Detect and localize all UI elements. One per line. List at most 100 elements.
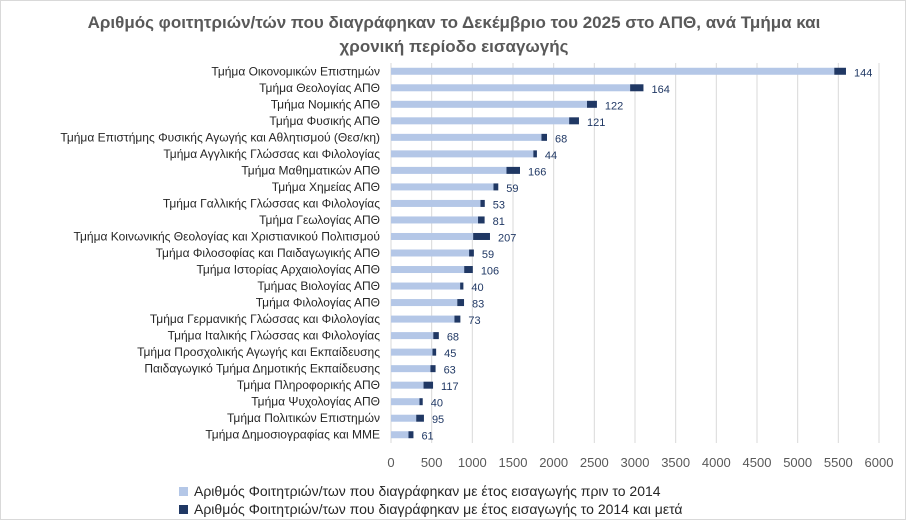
bar-before-2014 [391, 216, 479, 224]
bar-2014-after [433, 332, 439, 340]
category-label: Τμήμα Φιλοσοφίας και Παιδαγωγικής ΑΠΘ [156, 246, 380, 260]
bar-2014-after [454, 315, 461, 323]
bar-before-2014 [391, 414, 417, 422]
category-label: Τμήμα Θεολογίας ΑΠΘ [259, 81, 380, 95]
bar-before-2014 [391, 117, 570, 125]
category-label: Τμήμα Ιστορίας Αρχαιολογίας ΑΠΘ [196, 263, 380, 277]
bar-before-2014 [391, 249, 470, 257]
x-tick-label: 3000 [621, 455, 650, 470]
bar-2014-after [587, 100, 597, 108]
data-label: 83 [472, 299, 484, 311]
data-label: 144 [854, 67, 872, 79]
bar-before-2014 [391, 282, 461, 290]
chart-title: Αριθμός φοιτητριών/τών που διαγράφηκαν τ… [1, 11, 905, 59]
data-label: 53 [493, 199, 505, 211]
data-label: 106 [481, 266, 499, 278]
data-label: 61 [421, 431, 433, 443]
data-label: 63 [444, 365, 456, 377]
bar-2014-after [469, 249, 474, 257]
bar-before-2014 [391, 398, 420, 406]
data-label: 45 [444, 348, 456, 360]
bar-2014-after [460, 282, 464, 290]
bar-before-2014 [391, 199, 481, 207]
x-tick-label: 5000 [783, 455, 812, 470]
bar-before-2014 [391, 232, 474, 240]
bar-before-2014 [391, 332, 434, 340]
legend-label: Αριθμός Φοιτητριών/των που διαγράφηκαν μ… [194, 501, 683, 517]
data-label: 44 [545, 150, 557, 162]
bar-before-2014 [391, 266, 465, 274]
category-label: Τμήμα Αγγλικής Γλώσσας και Φιλολογίας [163, 147, 380, 161]
category-label: Τμήμα Γαλλικής Γλώσσας και Φιλολογίας [163, 196, 380, 210]
legend-swatch [179, 486, 188, 496]
bar-2014-after [423, 381, 434, 389]
bar-2014-after [506, 166, 520, 174]
bar-before-2014 [391, 183, 494, 191]
bar-before-2014 [391, 67, 835, 75]
bar-2014-after [430, 365, 436, 373]
data-label: 81 [493, 216, 505, 228]
category-label: Τμήμα Οικονομικών Επιστημών [211, 64, 380, 78]
bar-2014-after [533, 150, 537, 158]
data-label: 40 [431, 398, 443, 410]
bar-2014-after [493, 183, 499, 191]
data-label: 166 [528, 166, 546, 178]
bar-2014-after [834, 67, 846, 75]
data-label: 117 [441, 381, 459, 393]
category-label: Τμήμα Γεωλογίας ΑΠΘ [259, 213, 380, 227]
bar-before-2014 [391, 133, 542, 141]
bar-before-2014 [391, 166, 507, 174]
x-tick-label: 2500 [580, 455, 609, 470]
data-label: 207 [498, 232, 516, 244]
data-label: 68 [447, 332, 459, 344]
legend-swatch [179, 504, 188, 514]
bar-2014-after [630, 84, 644, 92]
x-tick-label: 1500 [499, 455, 528, 470]
category-label: Τμήμα Δημοσιογραφίας και ΜΜΕ [205, 428, 380, 442]
x-tick-label: 500 [421, 455, 443, 470]
category-label: Παιδαγωγικό Τμήμα Δημοτικής Εκπαίδευσης [144, 362, 380, 376]
title-line-1: Αριθμός φοιτητριών/τών που διαγράφηκαν τ… [87, 13, 821, 32]
bar-2014-after [457, 299, 465, 307]
x-tick-label: 4000 [702, 455, 731, 470]
bar-2014-after [432, 348, 437, 356]
x-tick-label: 5500 [824, 455, 853, 470]
bar-before-2014 [391, 299, 458, 307]
category-label: Τμήμα Ιταλικής Γλώσσας και Φιλολογίας [168, 329, 381, 343]
category-label: Τμήμα Γερμανικής Γλώσσας και Φιλολογίας [150, 312, 380, 326]
bar-2014-after [464, 266, 473, 274]
x-tick-label: 0 [387, 455, 394, 470]
title-line-2: χρονική περίοδο εισαγωγής [339, 37, 569, 56]
data-label: 73 [468, 315, 480, 327]
bar-2014-after [478, 216, 485, 224]
bar-2014-after [473, 232, 490, 240]
bar-2014-after [541, 133, 547, 141]
bar-before-2014 [391, 315, 455, 323]
bar-before-2014 [391, 100, 588, 108]
bar-2014-after [480, 199, 485, 207]
category-label: Τμήμα Χημείας ΑΠΘ [272, 180, 380, 194]
data-label: 59 [482, 249, 494, 261]
bar-before-2014 [391, 150, 534, 158]
x-tick-label: 2000 [539, 455, 568, 470]
category-label: Τμήμα Μαθηματικών ΑΠΘ [241, 163, 380, 177]
x-tick-label: 1000 [458, 455, 487, 470]
data-label: 40 [471, 282, 483, 294]
data-label: 122 [605, 100, 623, 112]
bar-before-2014 [391, 365, 431, 373]
category-label: Τμήμα Προσχολικής Αγωγής και Εκπαίδευσης [137, 345, 380, 359]
bar-2014-after [408, 431, 414, 439]
x-tick-label: 3500 [661, 455, 690, 470]
bar-before-2014 [391, 84, 631, 92]
legend-item-2014-after: Αριθμός Φοιτητριών/των που διαγράφηκαν μ… [179, 501, 683, 517]
bar-before-2014 [391, 431, 409, 439]
category-label: Τμήμα Νομικής ΑΠΘ [271, 97, 380, 111]
data-label: 68 [555, 133, 567, 145]
data-label: 59 [506, 183, 518, 195]
x-tick-label: 6000 [865, 455, 894, 470]
legend-label: Αριθμός Φοιτητριών/των που διαγράφηκαν μ… [194, 483, 661, 499]
bar-before-2014 [391, 348, 433, 356]
category-label: Τμήμα Φιλολογίας ΑΠΘ [256, 296, 380, 310]
